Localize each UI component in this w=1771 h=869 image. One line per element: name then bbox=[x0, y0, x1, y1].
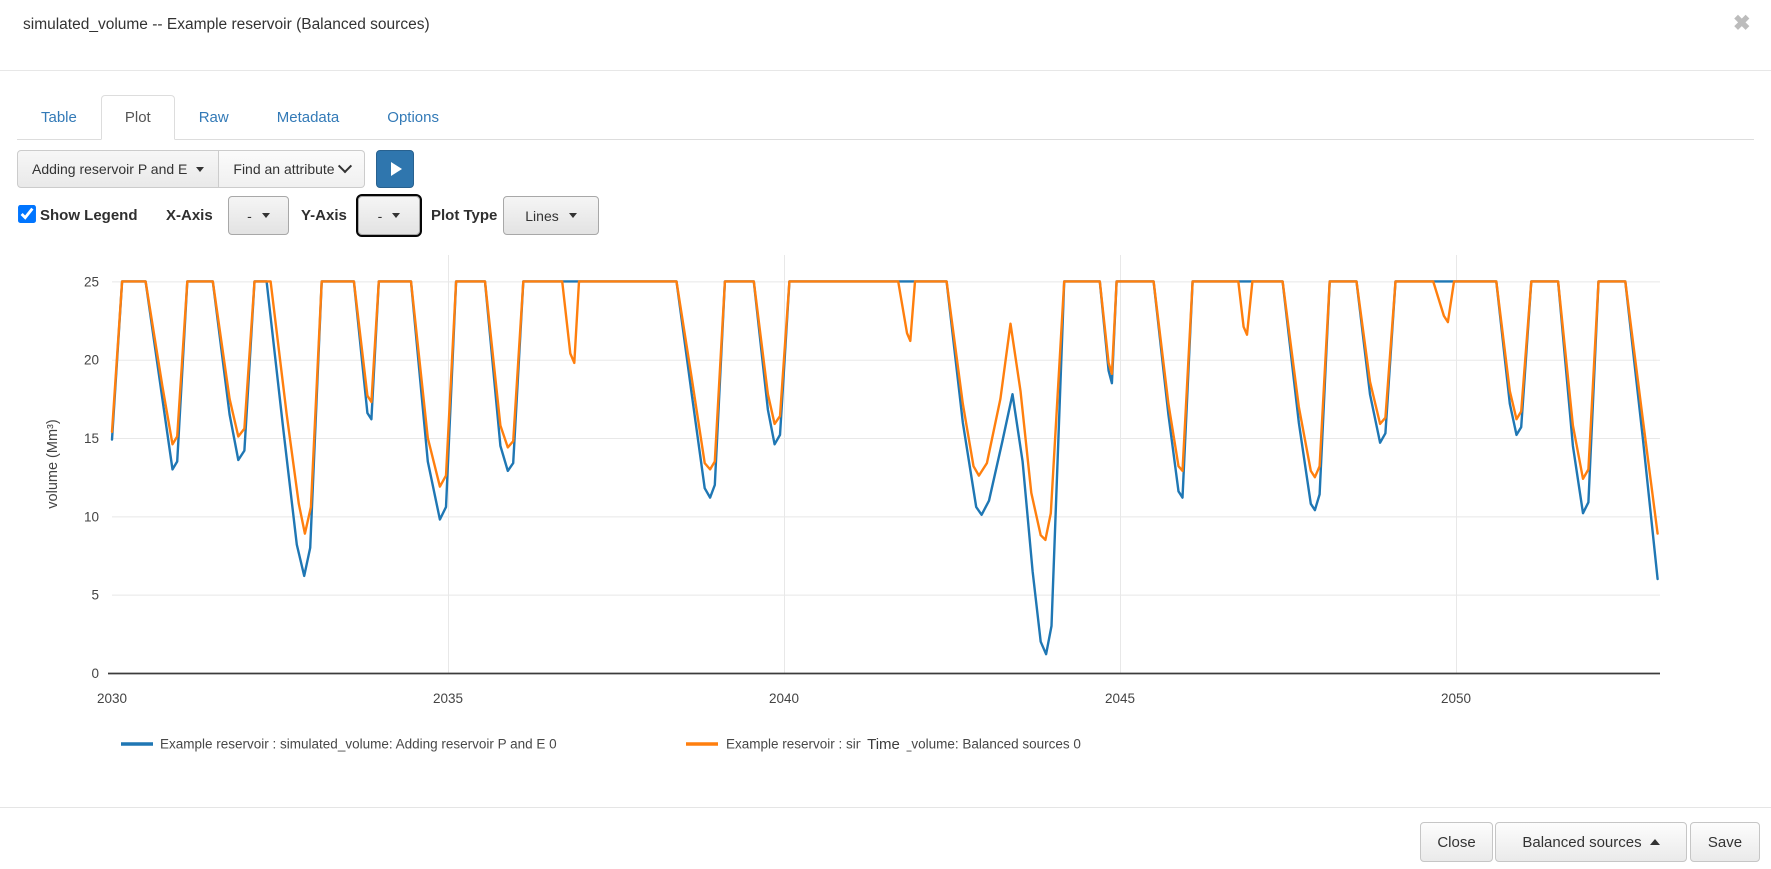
scenario-dropdown-label: Adding reservoir P and E bbox=[32, 161, 188, 177]
legend: Example reservoir : simulated_volume: Ad… bbox=[121, 737, 1081, 752]
x-axis-title-backing bbox=[860, 736, 907, 753]
y-axis-select-value: - bbox=[377, 207, 383, 224]
svg-text:2035: 2035 bbox=[433, 691, 463, 706]
legend-label-0: Example reservoir : simulated_volume: Ad… bbox=[160, 737, 557, 752]
svg-text:2045: 2045 bbox=[1105, 691, 1135, 706]
plot-toolbar: Adding reservoir P and E Find an attribu… bbox=[17, 150, 414, 188]
scenario-dropdown[interactable]: Adding reservoir P and E bbox=[17, 150, 220, 188]
x-axis-title: Time bbox=[867, 736, 900, 753]
tab-metadata[interactable]: Metadata bbox=[276, 109, 340, 126]
y-axis-select[interactable]: - bbox=[356, 194, 422, 237]
series-line-1 bbox=[110, 280, 1659, 542]
show-legend-label: Show Legend bbox=[40, 207, 138, 224]
x-axis-label: X-Axis bbox=[166, 207, 213, 224]
header-divider bbox=[0, 70, 1771, 71]
save-button[interactable]: Save bbox=[1690, 822, 1760, 862]
tab-table[interactable]: Table bbox=[41, 109, 77, 126]
svg-text:2050: 2050 bbox=[1441, 691, 1471, 706]
play-button[interactable] bbox=[375, 150, 414, 188]
caret-down-icon bbox=[261, 213, 270, 218]
plot-type-select[interactable]: Lines bbox=[503, 196, 599, 235]
svg-text:5: 5 bbox=[91, 588, 99, 603]
caret-up-icon bbox=[1649, 839, 1660, 845]
footer-divider bbox=[0, 807, 1771, 808]
caret-down-icon bbox=[568, 213, 577, 218]
caret-down-icon bbox=[392, 213, 401, 218]
tab-bar: Table Plot Raw Metadata Options bbox=[17, 92, 1754, 140]
save-button-label: Save bbox=[1707, 833, 1743, 851]
svg-text:0: 0 bbox=[91, 666, 99, 681]
scenario-dropup-button[interactable]: Balanced sources bbox=[1495, 822, 1687, 862]
plot-type-select-value: Lines bbox=[525, 207, 559, 224]
gridlines bbox=[112, 255, 1660, 673]
close-button[interactable]: Close bbox=[1420, 822, 1493, 862]
svg-text:20: 20 bbox=[84, 353, 99, 368]
svg-text:25: 25 bbox=[84, 274, 99, 289]
y-axis-title: volume (Mm³) bbox=[45, 419, 61, 508]
show-legend-checkbox[interactable] bbox=[18, 205, 36, 223]
svg-text:15: 15 bbox=[84, 431, 99, 446]
plot-type-label: Plot Type bbox=[431, 207, 498, 224]
svg-text:2030: 2030 bbox=[97, 691, 127, 706]
attribute-dropdown[interactable]: Find an attribute bbox=[219, 150, 365, 188]
series-line-0 bbox=[110, 280, 1659, 656]
svg-text:10: 10 bbox=[84, 509, 99, 524]
scenario-dropup-label: Balanced sources bbox=[1522, 833, 1642, 851]
y-axis-label: Y-Axis bbox=[301, 207, 347, 224]
caret-down-icon bbox=[196, 166, 205, 172]
play-icon bbox=[390, 162, 402, 176]
tab-plot[interactable]: Plot bbox=[100, 95, 175, 140]
close-button-label: Close bbox=[1437, 833, 1476, 851]
dialog-title: simulated_volume -- Example reservoir (B… bbox=[23, 16, 430, 33]
tab-options[interactable]: Options bbox=[387, 109, 439, 126]
x-axis-select-value: - bbox=[247, 207, 252, 224]
attribute-dropdown-label: Find an attribute bbox=[233, 161, 335, 177]
tab-raw[interactable]: Raw bbox=[198, 109, 229, 126]
close-icon[interactable]: ✖ bbox=[1733, 12, 1751, 35]
svg-text:2040: 2040 bbox=[769, 691, 799, 706]
x-axis-select[interactable]: - bbox=[228, 196, 289, 235]
